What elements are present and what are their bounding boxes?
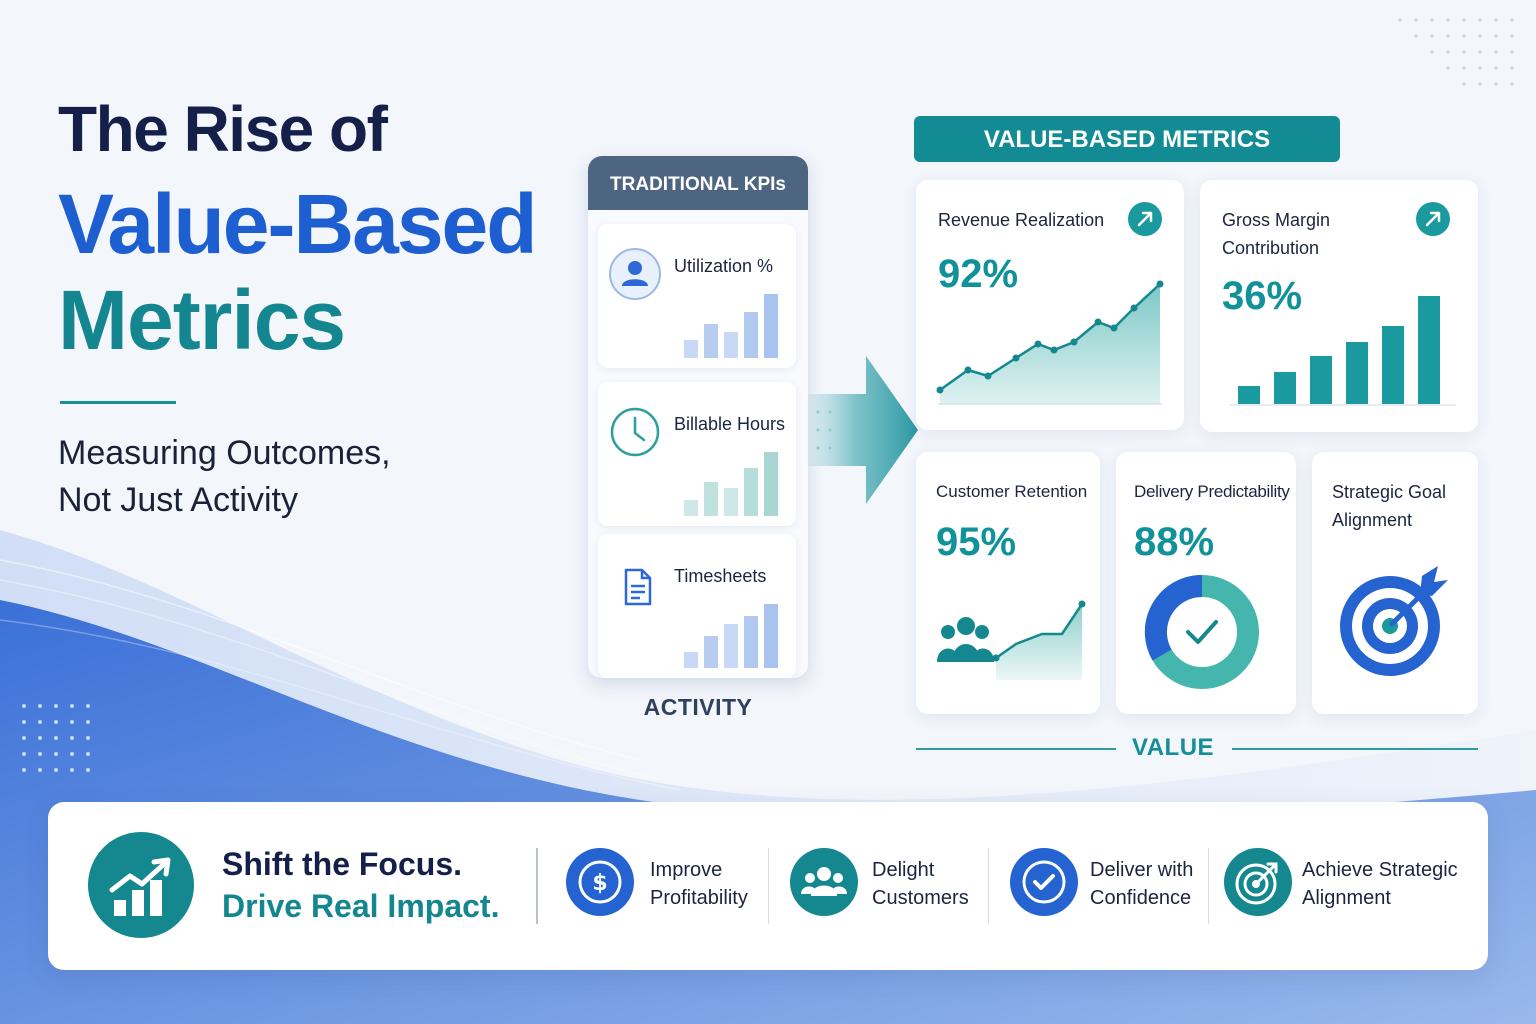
value-divider-left (916, 748, 1116, 750)
banner-divider (988, 848, 989, 924)
traditional-kpis-panel: TRADITIONAL KPIs Utilization % Billable … (588, 156, 808, 678)
billable-hours-bars (684, 452, 778, 516)
subtitle-line-1: Measuring Outcomes, (58, 434, 391, 472)
card-value: 88% (1134, 520, 1215, 564)
growth-chart-icon (88, 832, 194, 938)
banner-headline-2: Drive Real Impact. (222, 888, 500, 924)
card-value: 92% (938, 252, 1019, 296)
title-line-2: Value-Based (58, 177, 538, 271)
card-value: 95% (936, 520, 1017, 564)
target-icon (1340, 566, 1448, 676)
card-title: Gross Margin Contribution (1222, 206, 1330, 262)
gross-margin-bar-chart (1230, 296, 1456, 406)
svg-text:$: $ (592, 871, 607, 896)
subtitle-line-2: Not Just Activity (58, 481, 298, 519)
title-line-1: The Rise of (58, 93, 388, 165)
traditional-kpis-header: TRADITIONAL KPIs (588, 156, 808, 210)
value-label: VALUE (1132, 734, 1215, 761)
clock-icon (610, 407, 660, 457)
user-icon (609, 248, 661, 300)
card-title: Revenue Realization (938, 210, 1105, 230)
people-icon (937, 600, 1086, 680)
check-circle-icon (1144, 574, 1259, 689)
banner-divider (768, 848, 769, 924)
timesheets-bars (684, 604, 778, 668)
banner-item-line-1: Achieve Strategic (1302, 859, 1458, 881)
kpi-label: Utilization % (674, 256, 774, 276)
revenue-line-chart (936, 280, 1164, 405)
card-strategic-goal-alignment: Strategic Goal Alignment (1312, 452, 1478, 714)
bottom-banner: Shift the Focus. Drive Real Impact. $ Im… (48, 802, 1488, 970)
banner-item-line-1: Improve (650, 859, 723, 881)
banner-item-line-1: Deliver with (1090, 859, 1194, 881)
title-line-3: Metrics (58, 273, 346, 367)
banner-item-line-2: Profitability (650, 887, 748, 909)
card-gross-margin: Gross Margin Contribution 36% (1200, 180, 1478, 432)
banner-item-alignment: Achieve Strategic Alignment (1302, 856, 1458, 912)
card-value: 36% (1222, 274, 1303, 318)
kpi-card-timesheets: Timesheets (598, 534, 796, 678)
banner-item-line-1: Delight (872, 859, 935, 881)
banner-headline-1: Shift the Focus. (222, 846, 462, 882)
value-divider-right (1232, 748, 1478, 750)
arrow-up-right-icon (1128, 202, 1162, 236)
card-revenue-realization: Revenue Realization 92% (916, 180, 1184, 430)
subtitle: Measuring Outcomes, Not Just Activity (58, 430, 391, 524)
title-divider (60, 401, 176, 404)
kpi-card-billable-hours: Billable Hours (598, 382, 796, 526)
card-customer-retention: Customer Retention 95% (916, 452, 1100, 714)
banner-item-line-2: Confidence (1090, 887, 1192, 909)
card-title: Customer Retention (936, 482, 1088, 501)
kpi-card-utilization: Utilization % (598, 224, 796, 368)
card-delivery-predictability: Delivery Predictability 88% (1116, 452, 1296, 714)
card-title-line-2: Alignment (1332, 510, 1413, 530)
value-based-metrics-header: VALUE-BASED METRICS (914, 116, 1340, 162)
card-title-line-1: Strategic Goal (1332, 482, 1447, 502)
banner-divider (1208, 848, 1209, 924)
transition-arrow-icon (796, 356, 918, 504)
arrow-up-right-icon (1416, 202, 1450, 236)
card-title-line-2: Contribution (1222, 238, 1320, 258)
card-title-line-1: Gross Margin (1222, 210, 1331, 230)
check-circle-icon (1010, 848, 1078, 916)
banner-item-profitability: Improve Profitability (650, 856, 748, 912)
dollar-icon: $ (566, 848, 634, 916)
card-title: Strategic Goal Alignment (1332, 478, 1446, 534)
banner-item-customers: Delight Customers (872, 856, 969, 912)
kpi-label: Timesheets (674, 566, 767, 586)
kpi-label: Billable Hours (674, 414, 786, 434)
banner-item-line-2: Alignment (1302, 887, 1391, 909)
people-icon (790, 848, 858, 916)
banner-item-confidence: Deliver with Confidence (1090, 856, 1193, 912)
activity-label: ACTIVITY (643, 694, 753, 720)
target-icon (1224, 848, 1292, 916)
card-title: Delivery Predictability (1134, 482, 1290, 501)
document-icon (624, 568, 652, 606)
banner-divider (536, 848, 538, 924)
banner-item-line-2: Customers (872, 887, 969, 909)
utilization-bars (684, 294, 778, 358)
